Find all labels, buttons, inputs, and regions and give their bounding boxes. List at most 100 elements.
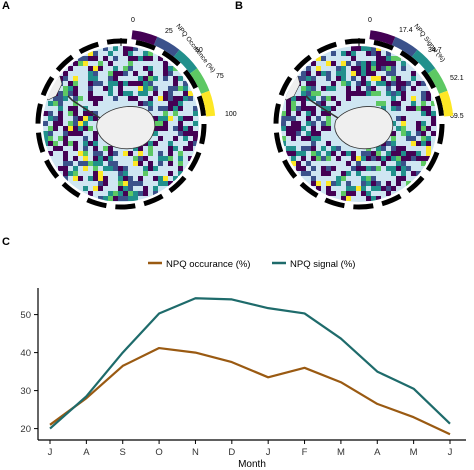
map-cell <box>306 71 311 76</box>
map-cell <box>123 176 128 181</box>
map-cell <box>411 101 416 106</box>
map-cell <box>376 81 381 86</box>
map-cell <box>138 101 143 106</box>
map-cell <box>341 61 346 66</box>
map-cell <box>108 196 113 201</box>
map-cell <box>133 196 138 201</box>
map-cell <box>108 161 113 166</box>
map-cell <box>88 86 93 91</box>
x-tick-label: S <box>120 447 126 458</box>
map-cell <box>93 51 98 56</box>
map-cell <box>48 111 53 116</box>
map-cell <box>401 146 406 151</box>
map-cell <box>381 146 386 151</box>
map-cell <box>48 136 53 141</box>
map-cell <box>68 141 73 146</box>
map-cell <box>311 176 316 181</box>
map-cell <box>366 166 371 171</box>
map-cell <box>386 86 391 91</box>
map-cell <box>103 181 108 186</box>
map-cell <box>406 166 411 171</box>
map-cell <box>88 161 93 166</box>
map-cell <box>371 151 376 156</box>
map-cell <box>113 161 118 166</box>
map-cell <box>356 171 361 176</box>
map-cell <box>356 86 361 91</box>
map-cell <box>113 151 118 156</box>
map-cell <box>128 61 133 66</box>
x-tick-label: A <box>374 447 381 458</box>
map-cell <box>391 56 396 61</box>
map-cell <box>311 166 316 171</box>
map-cell <box>48 131 53 136</box>
map-cell <box>361 156 366 161</box>
map-cell <box>326 86 331 91</box>
map-cell <box>311 181 316 186</box>
map-cell <box>108 76 113 81</box>
map-cell <box>163 111 168 116</box>
map-cell <box>411 141 416 146</box>
map-cell <box>326 171 331 176</box>
map-cell <box>63 141 68 146</box>
map-cell <box>143 86 148 91</box>
map-cell <box>306 86 311 91</box>
map-cell <box>138 81 143 86</box>
map-cell <box>98 196 103 201</box>
map-cell <box>88 91 93 96</box>
map-cell <box>311 126 316 131</box>
map-cell <box>316 156 321 161</box>
map-cell <box>356 186 361 191</box>
map-cell <box>396 86 401 91</box>
colorbar-b-tick: 52.1 <box>450 75 464 82</box>
map-cell <box>326 121 331 126</box>
map-cell <box>93 56 98 61</box>
map-cell <box>301 136 306 141</box>
map-cell <box>316 151 321 156</box>
map-cell <box>331 51 336 56</box>
map-cell <box>321 171 326 176</box>
map-cell <box>296 151 301 156</box>
map-cell <box>173 81 178 86</box>
map-cell <box>311 111 316 116</box>
map-cell <box>168 161 173 166</box>
map-cell <box>386 186 391 191</box>
map-cell <box>416 156 421 161</box>
map-cell <box>108 166 113 171</box>
map-cell <box>128 186 133 191</box>
map-cell <box>108 71 113 76</box>
map-cell <box>406 106 411 111</box>
map-cell <box>351 46 356 51</box>
map-cell <box>93 116 98 121</box>
map-cell <box>168 86 173 91</box>
map-cell <box>123 186 128 191</box>
map-cell <box>421 101 426 106</box>
map-cell <box>158 116 163 121</box>
map-cell <box>301 166 306 171</box>
map-cell <box>291 101 296 106</box>
map-cell <box>118 186 123 191</box>
colorbar-segment <box>411 49 436 74</box>
map-cell <box>158 136 163 141</box>
map-cell <box>291 116 296 121</box>
map-cell <box>123 171 128 176</box>
map-cell <box>53 141 58 146</box>
map-cell <box>366 46 371 51</box>
map-cell <box>88 116 93 121</box>
map-cell <box>286 111 291 116</box>
map-cell <box>163 66 168 71</box>
map-cell <box>168 66 173 71</box>
map-cell <box>401 96 406 101</box>
map-cell <box>306 106 311 111</box>
map-cell <box>123 151 128 156</box>
x-tick-label: F <box>302 447 308 458</box>
map-cell <box>361 181 366 186</box>
map-cell <box>341 71 346 76</box>
colorbar-a-tick: 50 <box>195 47 203 54</box>
map-cell <box>306 116 311 121</box>
map-cell <box>286 131 291 136</box>
map-cell <box>58 106 63 111</box>
map-cell <box>133 71 138 76</box>
map-cell <box>113 166 118 171</box>
map-cell <box>291 156 296 161</box>
map-cell <box>158 126 163 131</box>
